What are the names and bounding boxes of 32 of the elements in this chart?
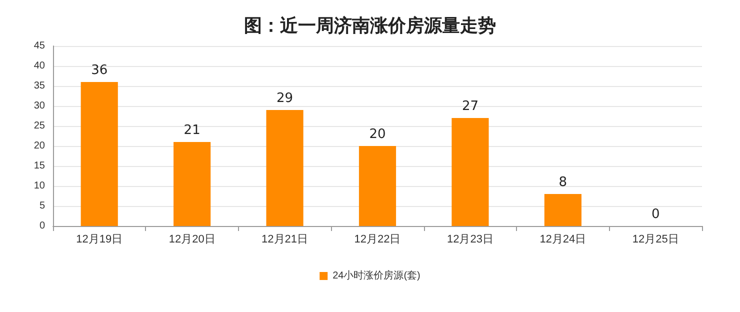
data-label: 21	[184, 123, 200, 138]
x-tick-label: 12月21日	[262, 234, 308, 246]
bar	[358, 146, 396, 226]
bar	[174, 142, 211, 226]
x-tick-label: 12月19日	[76, 234, 123, 246]
y-tick-label: 45	[34, 40, 46, 52]
y-tick-label: 30	[34, 100, 46, 112]
x-tick-label: 12月25日	[632, 234, 679, 246]
x-tick-label: 12月20日	[168, 234, 216, 246]
y-tick-label: 20	[34, 140, 46, 152]
y-tick-label: 35	[34, 80, 46, 92]
data-label: 20	[369, 127, 386, 142]
y-tick-label: 15	[34, 160, 46, 172]
y-tick-label: 0	[39, 220, 46, 232]
data-label: 8	[558, 175, 568, 190]
x-tick-label: 12月24日	[540, 234, 586, 246]
y-tick-label: 10	[34, 180, 46, 192]
bar	[544, 194, 582, 226]
x-tick-label: 12月22日	[354, 234, 401, 246]
chart-title: 图：近一周济南涨价房源量走势	[244, 16, 496, 36]
legend-label: 24小时涨价房源(套)	[332, 270, 420, 282]
bar	[452, 118, 489, 226]
y-tick-label: 40	[34, 60, 46, 72]
data-label: 0	[652, 207, 660, 222]
y-tick-label: 5	[39, 200, 46, 212]
y-tick-label: 25	[34, 120, 46, 132]
data-label: 27	[462, 99, 478, 114]
bar	[266, 110, 304, 226]
bar	[80, 82, 118, 226]
data-label: 29	[276, 91, 294, 106]
x-tick-label: 12月23日	[446, 234, 494, 246]
data-label: 36	[91, 63, 108, 78]
